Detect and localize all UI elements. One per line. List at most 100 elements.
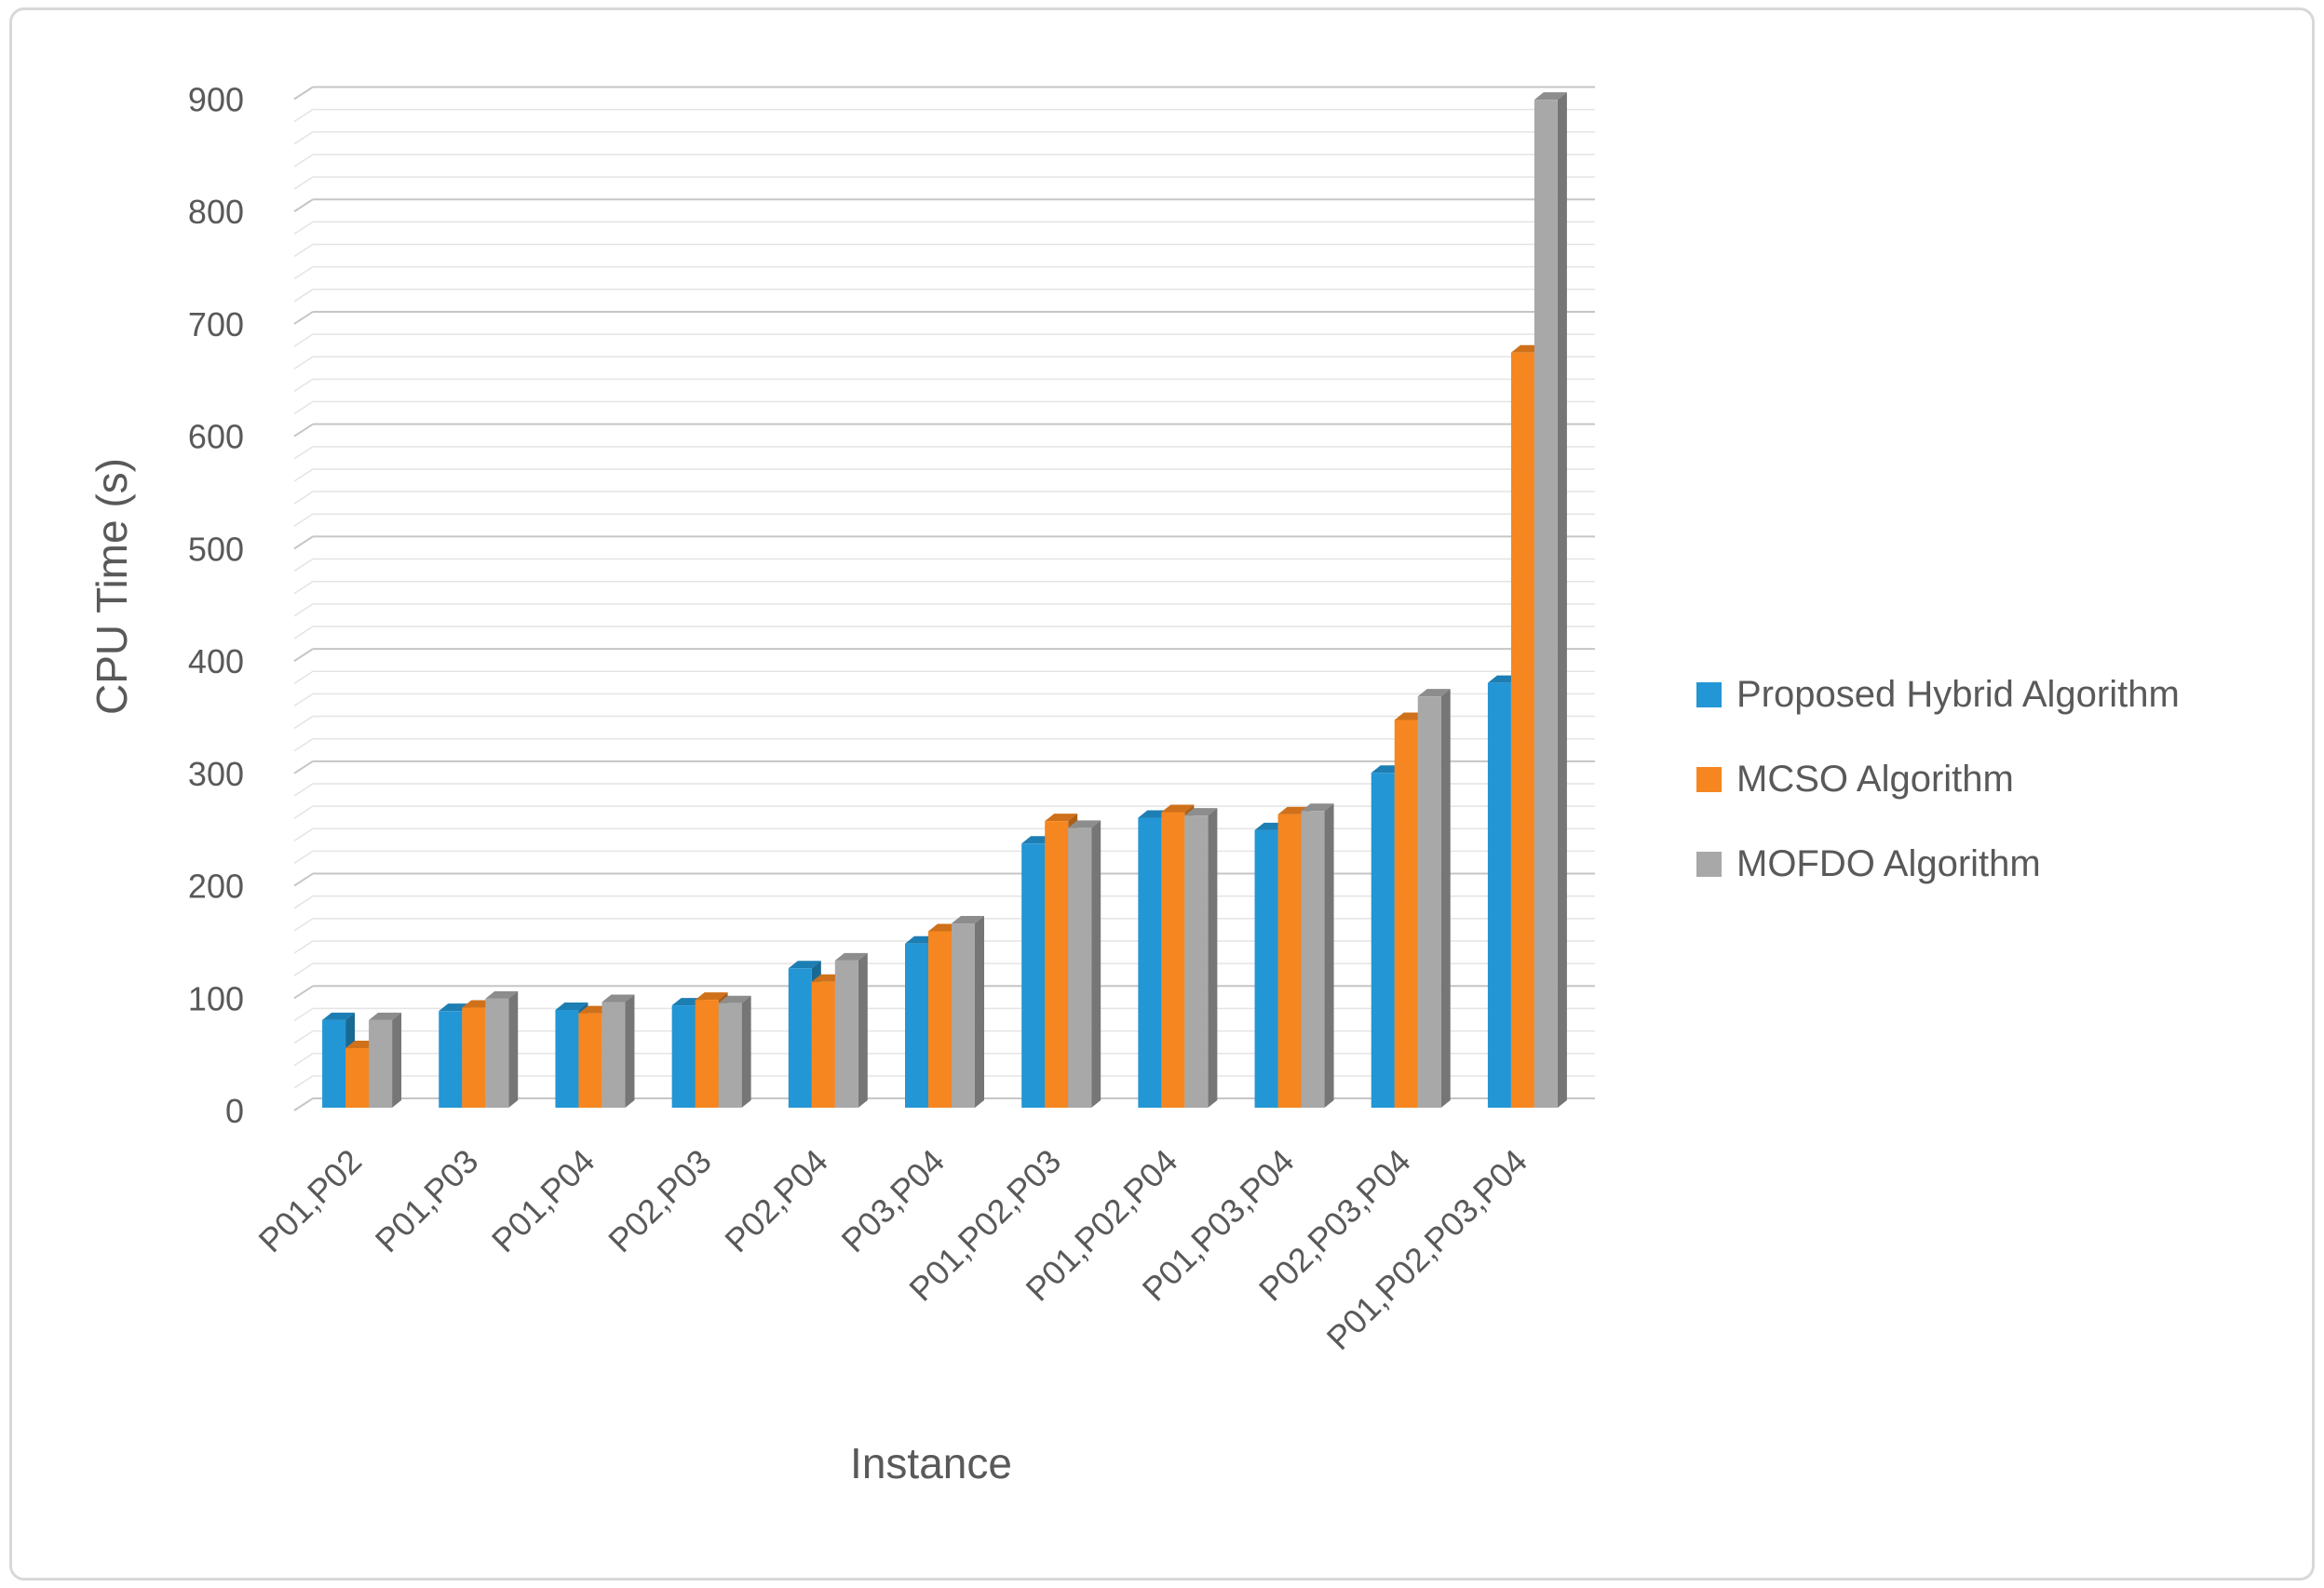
bar-front: [905, 943, 928, 1108]
gridline-bevel: [293, 266, 314, 280]
y-tick-label: 0: [225, 1092, 244, 1130]
gridline-bevel: [293, 850, 314, 865]
bar-front: [462, 1007, 486, 1108]
y-tick-label: 900: [188, 81, 244, 119]
bar-front: [1068, 828, 1092, 1108]
bar-front: [928, 931, 952, 1108]
bar-front: [601, 1002, 626, 1108]
x-tick-label: P01,P02,P03,P04: [1319, 1142, 1534, 1357]
bar-top: [695, 992, 728, 1001]
y-tick-label: 600: [188, 418, 244, 456]
gridline-bevel: [293, 648, 314, 662]
bar-top: [485, 990, 519, 999]
gridline-bevel: [293, 131, 314, 145]
bar-front: [555, 1009, 579, 1108]
gridline-bevel: [293, 1053, 314, 1067]
bar-side: [1208, 808, 1218, 1108]
gridline-bevel: [293, 176, 314, 190]
bar-front: [1161, 812, 1185, 1108]
bar-front: [718, 1003, 742, 1108]
gridline-bevel: [293, 918, 314, 932]
bar-side: [1324, 803, 1334, 1108]
bar-front: [1277, 814, 1302, 1108]
bar-top: [952, 916, 984, 924]
bar-side: [975, 916, 984, 1108]
gridline-bevel: [293, 535, 314, 550]
gridline-bevel: [293, 670, 314, 684]
x-tick-label: P02,P03: [601, 1142, 719, 1260]
bar-front: [811, 981, 835, 1108]
bar-top: [601, 994, 635, 1003]
gridline-bevel: [293, 400, 314, 415]
gridline-bevel: [293, 805, 314, 819]
bar-top: [1184, 808, 1218, 816]
bar-front: [1417, 696, 1441, 1108]
bar-front: [1301, 811, 1325, 1108]
y-axis-title: CPU Time (s): [88, 458, 136, 715]
bar-front: [671, 1005, 696, 1108]
bar-side: [1091, 820, 1101, 1108]
y-tick-label: 300: [188, 755, 244, 793]
legend-label: Proposed Hybrid Algorithm: [1736, 674, 2180, 715]
bar-front: [1021, 843, 1046, 1108]
gridline-bevel: [293, 985, 314, 1000]
bar-front: [345, 1048, 370, 1108]
bar-front: [788, 968, 812, 1108]
y-tick-label: 800: [188, 193, 244, 231]
bar-side: [508, 990, 519, 1108]
bar-top: [788, 961, 821, 969]
gridline-bevel: [293, 626, 314, 639]
x-tick-label: P01,P02: [251, 1142, 370, 1260]
gridline-bevel: [293, 783, 314, 797]
gridline-bevel: [293, 872, 314, 887]
bar-top: [1417, 689, 1451, 697]
gridline-bevel: [293, 940, 314, 954]
bar-front: [578, 1013, 602, 1108]
bar-top: [555, 1002, 588, 1010]
bar-front: [695, 1000, 719, 1108]
bar-front: [1254, 829, 1278, 1108]
y-tick-label: 500: [188, 530, 244, 568]
bar-side: [392, 1012, 402, 1108]
gridline-bevel: [293, 558, 314, 572]
gridline-bevel: [293, 243, 314, 258]
gridline-bevel: [293, 154, 314, 168]
gridline-bevel: [293, 715, 314, 730]
gridline-bevel: [293, 468, 314, 482]
bar-top: [718, 995, 751, 1003]
legend-label: MOFDO Algorithm: [1736, 843, 2041, 884]
gridline-bevel: [293, 962, 314, 976]
bar-front: [322, 1019, 346, 1108]
gridline-bevel: [293, 895, 314, 909]
gridline-bevel: [293, 603, 314, 617]
gridline-bevel: [293, 311, 314, 325]
legend-swatch: [1696, 852, 1722, 877]
x-tick-label: P03,P04: [833, 1142, 952, 1260]
gridline-bevel: [293, 1030, 314, 1044]
x-tick-label: P02,P04: [717, 1142, 835, 1260]
bar-top: [322, 1012, 356, 1020]
gridline-bevel: [293, 356, 314, 370]
bar-front: [439, 1011, 463, 1108]
gridline-bevel: [293, 109, 314, 123]
legend-item: MOFDO Algorithm: [1696, 843, 2180, 885]
gridline-bevel: [293, 423, 314, 437]
gridline-bevel: [293, 581, 314, 595]
gridline-bevel: [293, 491, 314, 505]
gridline-bevel: [293, 198, 314, 213]
gridline-bevel: [293, 446, 314, 460]
gridline-bevel: [293, 760, 314, 774]
x-tick-label: P01,P03: [368, 1142, 486, 1260]
legend-label: MCSO Algorithm: [1736, 759, 2014, 800]
bar-top: [369, 1012, 402, 1020]
bar-front: [369, 1019, 393, 1108]
x-axis-title: Instance: [850, 1439, 1012, 1487]
bar-side: [625, 994, 635, 1108]
bar-top: [1161, 804, 1195, 813]
gridline-bevel: [293, 221, 314, 236]
bar-top: [1534, 92, 1567, 101]
gridline-bevel: [293, 738, 314, 752]
bar-front: [834, 960, 858, 1108]
y-tick-label: 200: [188, 868, 244, 906]
